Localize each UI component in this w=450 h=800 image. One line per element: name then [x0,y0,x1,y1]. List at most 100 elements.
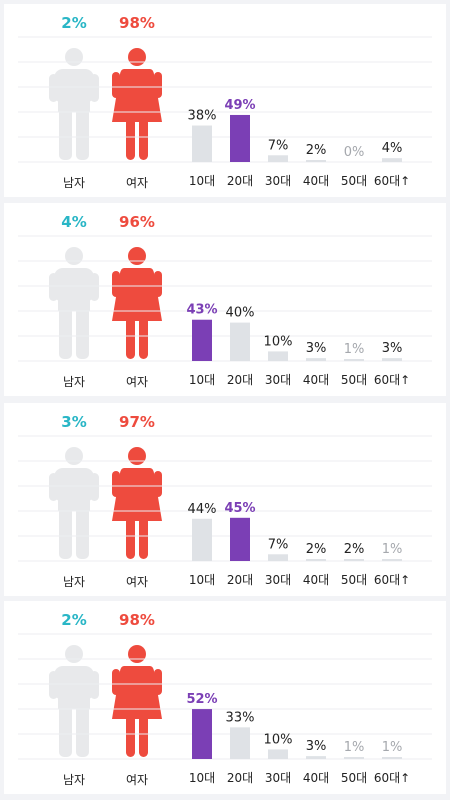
category-tick-label: 40대 [303,174,329,188]
bar-value-label: 7% [268,537,289,552]
bar-value-label: 43% [186,303,217,318]
category-tick-label: 10대 [189,573,215,587]
female-percent: 96% [119,213,155,231]
age-bar-chart: 38% 10대 49% 20대 7% 30대 2% 40대 0% 50대 4% 60대↑ [18,36,432,188]
bar [192,518,212,561]
bar-value-label: 2% [306,143,327,158]
bar [192,125,212,162]
age-bar-chart: 43% 10대 40% 20대 10% 30대 3% 40대 1% 50대 3% 60대↑ [18,235,432,387]
bar [382,559,402,561]
bar [268,155,288,162]
bar [306,559,326,561]
category-tick-label: 40대 [303,573,329,587]
category-tick-label: 10대 [189,174,215,188]
female-percent: 98% [119,14,155,32]
male-figure-icon [49,247,99,359]
category-tick-label: 20대 [227,373,253,387]
male-label: 남자 [62,375,86,389]
male-label: 남자 [62,575,86,589]
female-figure-icon [112,48,162,160]
bar-value-label: 1% [344,740,365,755]
male-figure-icon [49,48,99,160]
bar-value-label: 38% [188,109,217,124]
male-figure [49,247,99,363]
bar-value-label: 1% [382,740,403,755]
bar [306,358,326,361]
bar [382,757,402,759]
category-tick-label: 40대 [303,373,329,387]
bar-value-label: 7% [268,138,289,153]
category-tick-label: 60대↑ [374,373,410,387]
age-bar-chart: 44% 10대 45% 20대 7% 30대 2% 40대 2% 50대 1% 60대↑ [18,435,432,587]
female-figure-icon [112,447,162,559]
bar [230,517,250,561]
category-tick-label: 10대 [189,771,215,785]
bar [344,359,364,361]
female-label: 여자 [125,375,149,389]
bar-value-label: 52% [186,692,217,707]
male-percent: 3% [61,413,87,431]
bar [268,351,288,361]
female-label: 여자 [125,773,149,787]
bar [192,709,212,759]
category-tick-label: 20대 [227,573,253,587]
female-figure [112,447,162,563]
category-tick-label: 50대 [341,573,367,587]
bar-value-label: 44% [188,502,217,517]
bar [230,727,250,759]
category-tick-label: 30대 [265,573,291,587]
male-percent: 4% [61,213,87,231]
bar [344,559,364,561]
age-gender-panel: 4% 96% 남자 여자 43% 10대 40% 20대 10% 30대 3% 40대 1% 50대 3%… [4,203,446,396]
category-tick-label: 30대 [265,174,291,188]
category-tick-label: 30대 [265,373,291,387]
male-figure-icon [49,645,99,757]
age-gender-panel: 2% 98% 남자 여자 38% 10대 49% 20대 7% 30대 2% 40대 0% 50대 4% 6… [4,4,446,197]
category-tick-label: 50대 [341,771,367,785]
bar-value-label: 33% [226,710,255,725]
bar-value-label: 3% [306,739,327,754]
bar-value-label: 2% [344,542,365,557]
bar-value-label: 2% [306,542,327,557]
bar [382,158,402,162]
bar [192,319,212,361]
bar-value-label: 10% [264,334,293,349]
male-percent: 2% [61,611,87,629]
bar [230,322,250,361]
bar [382,358,402,361]
male-figure [49,48,99,164]
female-percent: 98% [119,611,155,629]
female-figure-icon [112,247,162,359]
bar-value-label: 45% [224,501,255,516]
male-label: 남자 [62,176,86,190]
category-tick-label: 40대 [303,771,329,785]
bar-value-label: 10% [264,732,293,747]
female-percent: 97% [119,413,155,431]
bar [306,756,326,759]
bar-value-label: 1% [344,342,365,357]
bar-value-label: 4% [382,141,403,156]
bar-value-label: 40% [226,306,255,321]
age-gender-panel: 3% 97% 남자 여자 44% 10대 45% 20대 7% 30대 2% 40대 2% 50대 1% 6… [4,403,446,596]
bar-value-label: 0% [344,145,365,160]
category-tick-label: 20대 [227,174,253,188]
bar [230,114,250,162]
male-label: 남자 [62,773,86,787]
bar [344,757,364,759]
category-tick-label: 50대 [341,373,367,387]
age-gender-panel: 2% 98% 남자 여자 52% 10대 33% 20대 10% 30대 3% 40대 1% 50대 1%… [4,601,446,794]
category-tick-label: 60대↑ [374,573,410,587]
bar-value-label: 3% [382,341,403,356]
bar [268,749,288,759]
female-label: 여자 [125,176,149,190]
female-figure [112,247,162,363]
bar [306,160,326,162]
category-tick-label: 30대 [265,771,291,785]
bar [268,554,288,561]
female-label: 여자 [125,575,149,589]
age-bar-chart: 52% 10대 33% 20대 10% 30대 3% 40대 1% 50대 1% 60대↑ [18,633,432,785]
male-figure [49,645,99,761]
category-tick-label: 60대↑ [374,771,410,785]
bar-value-label: 1% [382,542,403,557]
category-tick-label: 50대 [341,174,367,188]
